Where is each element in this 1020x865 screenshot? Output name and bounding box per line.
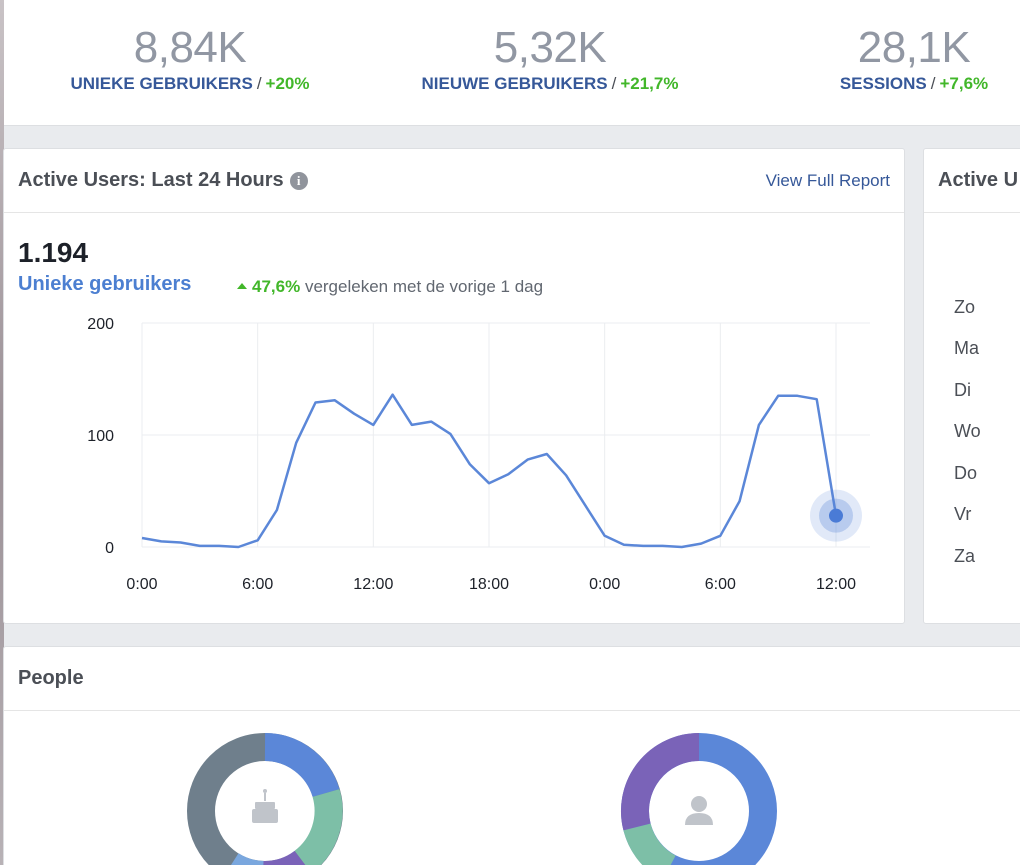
stat-separator: / bbox=[256, 74, 262, 93]
card-header: Active Users: Last 24 Hours i View Full … bbox=[4, 149, 904, 213]
metric-selector[interactable]: Unieke gebruikers bbox=[18, 273, 192, 295]
data-point-current[interactable] bbox=[829, 508, 843, 523]
day-label: Zo bbox=[954, 297, 976, 317]
x-tick-label: 6:00 bbox=[242, 576, 273, 593]
y-tick-label: 100 bbox=[87, 428, 114, 445]
comparison-text: 47,6% vergeleken met de vorige 1 dag bbox=[237, 277, 543, 297]
donut-segment bbox=[262, 850, 306, 865]
age-donut-chart[interactable] bbox=[186, 731, 350, 865]
y-tick-label: 0 bbox=[105, 540, 114, 557]
comparison-pct: 47,6% bbox=[252, 277, 301, 296]
day-label: Za bbox=[954, 546, 976, 566]
stats-bar: 8,84K UNIEKE GEBRUIKERS / +20% 5,32K NIEUW… bbox=[4, 0, 1020, 126]
view-full-report-link[interactable]: View Full Report bbox=[765, 170, 890, 190]
stat-separator: / bbox=[611, 74, 617, 93]
info-icon[interactable]: i bbox=[289, 171, 308, 190]
stat-sessions[interactable]: 28,1K SESSIONS / +7,6% bbox=[822, 26, 1006, 94]
x-tick-label: 0:00 bbox=[126, 576, 157, 593]
card-header: People bbox=[4, 647, 1020, 711]
x-tick-label: 12:00 bbox=[816, 576, 856, 593]
active-users-card: Active Users: Last 24 Hours i View Full … bbox=[3, 148, 905, 624]
donut-segment bbox=[623, 823, 677, 865]
stat-label: UNIEKE GEBRUIKERS bbox=[70, 74, 253, 93]
stat-value: 8,84K bbox=[133, 23, 247, 72]
stat-label: NIEUWE GEBRUIKERS bbox=[421, 74, 608, 93]
stat-new-users[interactable]: 5,32K NIEUWE GEBRUIKERS / +21,7% bbox=[400, 26, 700, 94]
stat-label-row: UNIEKE GEBRUIKERS / +20% bbox=[50, 74, 330, 94]
card-title: Active U bbox=[938, 169, 1019, 191]
day-label: Do bbox=[954, 463, 978, 483]
active-users-line-chart[interactable]: 0:00 6:00 12:00 18:00 0:00 6:00 12:00 0 100 200 bbox=[4, 299, 904, 599]
stat-delta: +7,6% bbox=[939, 74, 989, 93]
x-tick-label: 18:00 bbox=[469, 576, 509, 593]
stat-delta: +20% bbox=[265, 74, 310, 93]
card-title: Active Users: Last 24 Hours bbox=[18, 169, 284, 191]
donut-segment bbox=[294, 789, 343, 865]
person-icon bbox=[685, 796, 713, 825]
active-users-count: 1.194 bbox=[18, 237, 89, 268]
day-label: Di bbox=[954, 380, 971, 400]
stat-label-row: NIEUWE GEBRUIKERS / +21,7% bbox=[400, 74, 700, 94]
y-tick-label: 200 bbox=[87, 316, 114, 333]
donut-segment bbox=[264, 733, 340, 798]
day-label: Vr bbox=[954, 504, 972, 524]
stat-unique-users[interactable]: 8,84K UNIEKE GEBRUIKERS / +20% bbox=[50, 26, 330, 94]
stat-value: 28,1K bbox=[857, 23, 971, 72]
stat-separator: / bbox=[930, 74, 936, 93]
active-users-weekday-card: Active U Zo Ma Di Wo Do Vr Za bbox=[923, 148, 1020, 624]
x-tick-label: 0:00 bbox=[589, 576, 620, 593]
x-tick-label: 12:00 bbox=[353, 576, 393, 593]
day-label: Wo bbox=[954, 421, 981, 441]
stat-label: SESSIONS bbox=[839, 74, 927, 93]
window-edge bbox=[0, 0, 4, 865]
people-card: People bbox=[3, 646, 1020, 865]
stat-delta: +21,7% bbox=[620, 74, 679, 93]
series-line-unieke-gebruikers bbox=[141, 393, 838, 549]
card-header: Active U bbox=[924, 149, 1020, 213]
x-tick-label: 6:00 bbox=[705, 576, 736, 593]
day-label: Ma bbox=[954, 338, 980, 358]
gender-donut-chart[interactable] bbox=[618, 731, 788, 865]
stat-label-row: SESSIONS / +7,6% bbox=[822, 74, 1006, 94]
donut-segment bbox=[621, 733, 700, 831]
birthday-cake-icon bbox=[252, 789, 278, 823]
comparison-label: vergeleken met de vorige 1 dag bbox=[304, 277, 544, 296]
card-title: People bbox=[18, 667, 84, 689]
stat-value: 5,32K bbox=[493, 23, 607, 72]
arrow-up-icon bbox=[237, 283, 247, 289]
